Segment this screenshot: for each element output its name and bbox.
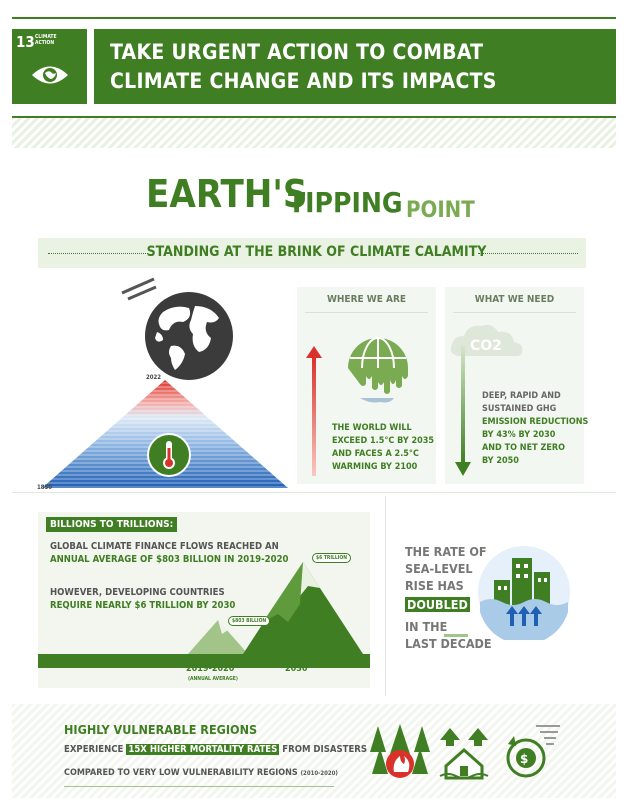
sea-level-dash [444,634,468,637]
vulnerable-note: (2010-2020) [300,770,338,777]
what-we-need-panel [445,287,584,484]
label-6-trillion: $6 TRILLION [312,553,352,563]
need-line-4: BY 43% BY 2030 [482,430,556,440]
finance-tag: BILLIONS TO TRILLIONS: [46,517,178,532]
temperature-arrow-up [306,346,322,476]
where-we-are-panel [297,287,436,484]
what-divider [453,312,576,313]
year-2019-2020: 2019-2020 [186,664,235,674]
where-line-3: AND FACES A 2.5°C [332,449,419,459]
finance-p2-line1: HOWEVER, DEVELOPING COUNTRIES [50,587,225,598]
finance-paragraph-1: GLOBAL CLIMATE FINANCE FLOWS REACHED AN … [50,540,288,566]
vulnerable-line-2: COMPARED TO VERY LOW VULNERABILITY REGIO… [64,768,338,778]
what-we-need-heading: WHAT WE NEED [474,294,555,305]
stripe-band [12,116,616,148]
sea-line-1: THE RATE OF [405,544,487,559]
what-we-need-text: DEEP, RAPID AND SUSTAINED GHG EMISSION R… [482,390,588,468]
tornado-cycle-icon: $ [506,725,560,778]
forest-fire-icon [370,724,430,778]
section-divider [12,492,616,493]
thermometer-icon [147,433,191,477]
vulnerable-pre: EXPERIENCE [64,744,124,755]
subtitle-rule-left [48,253,148,254]
year-2022: 2022 [146,374,162,381]
eye-icon [32,66,68,84]
sea-line-tail1: IN THE [405,619,448,634]
vulnerable-underline [64,786,334,787]
finance-paragraph-2: HOWEVER, DEVELOPING COUNTRIES REQUIRE NE… [50,586,235,612]
vulnerable-band [12,704,616,798]
flooded-house-icon [439,728,489,780]
header-line-2: CLIMATE CHANGE AND ITS IMPACTS [110,69,497,93]
year-2030: 2030 [285,664,308,674]
svg-text:$: $ [520,752,528,766]
vulnerable-highlight: 15X HIGHER MORTALITY RATES [126,744,280,755]
label-803-billion: $803 BILLION [228,616,271,626]
where-we-are-heading: WHERE WE ARE [326,294,407,305]
emissions-arrow-down [455,346,471,476]
title-word-1: EARTH'S [146,172,308,216]
sea-line-tail2: LAST DECADE [405,636,492,651]
year-1850: 1850 [37,484,53,491]
sea-line-2: SEA-LEVEL [405,561,473,576]
subtitle-rule-right [478,253,578,254]
need-line-3: EMISSION REDUCTIONS [482,417,589,427]
need-line-5: AND TO NET ZERO [482,443,565,453]
where-line-1: THE WORLD WILL [332,423,412,433]
header-banner [94,29,616,104]
sea-line-3: RISE HAS [405,578,464,593]
finance-mountains-chart [38,562,370,668]
vulnerable-heading: HIGHLY VULNERABLE REGIONS [64,722,258,737]
flooded-city-icon [478,546,570,640]
vulnerable-post: FROM DISASTERS [282,744,368,755]
vertical-divider [385,496,386,696]
top-rule [12,17,616,19]
melting-ice-icon [348,337,408,403]
globe-icon [145,292,233,380]
finance-p1-line2: ANNUAL AVERAGE OF $803 BILLION IN 2019-2… [50,554,289,565]
finance-p2-line2: REQUIRE NEARLY $6 TRILLION BY 2030 [50,600,236,611]
need-line-1: DEEP, RAPID AND [482,391,561,401]
sea-level-tail: IN THE LAST DECADE [405,618,492,652]
where-line-4: WARMING BY 2100 [332,462,418,472]
sdg-badge [12,29,87,104]
year-annual-note: (ANNUAL AVERAGE) [188,676,238,682]
finance-p1-line1: GLOBAL CLIMATE FINANCE FLOWS REACHED AN [50,541,279,552]
header-line-1: TAKE URGENT ACTION TO COMBAT [110,40,484,64]
sdg-label: CLIMATE ACTION [35,34,57,46]
sdg-number: 13 [16,33,35,51]
co2-cloud-icon: CO2 [450,324,523,356]
where-divider [305,312,428,313]
where-we-are-text: THE WORLD WILL EXCEED 1.5°C BY 2035 AND … [332,422,434,474]
need-line-6: BY 2050 [482,456,519,466]
co2-text: CO2 [470,338,502,354]
where-line-2: EXCEED 1.5°C BY 2035 [332,436,435,446]
title-word-2: TIPPING [288,186,403,219]
sea-level-highlight: DOUBLED [405,597,470,612]
header-title: TAKE URGENT ACTION TO COMBAT CLIMATE CHA… [110,38,497,96]
sea-level-text: THE RATE OF SEA-LEVEL RISE HAS [405,543,487,594]
vulnerable-line-1: EXPERIENCE 15X HIGHER MORTALITY RATES FR… [64,744,367,755]
need-line-2: SUSTAINED GHG [482,404,557,414]
subtitle: STANDING AT THE BRINK OF CLIMATE CALAMIT… [146,244,487,260]
stripe-rule [12,116,616,118]
vulnerable-compare: COMPARED TO VERY LOW VULNERABILITY REGIO… [64,768,298,778]
wind-lines-icon [121,277,157,301]
title-word-3: POINT [406,198,475,223]
